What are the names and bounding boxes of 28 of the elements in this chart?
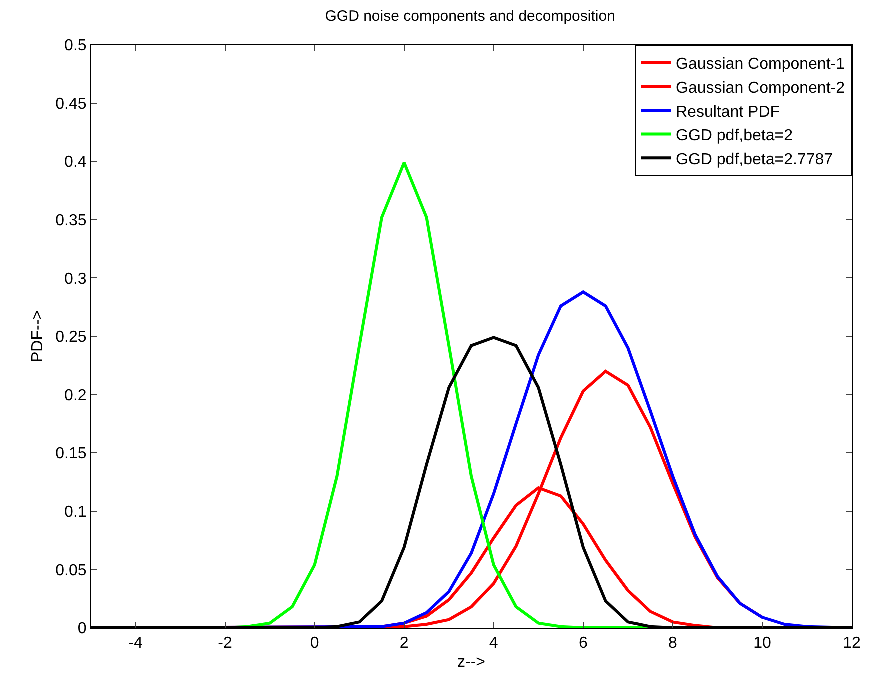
x-tick-label: 10 <box>754 635 772 652</box>
y-tick-label: 0 <box>78 620 87 638</box>
x-tick-label: 6 <box>578 635 588 652</box>
legend-label: Gaussian Component-1 <box>676 56 846 74</box>
x-tick-label: 8 <box>668 635 678 652</box>
y-tick-label: 0.05 <box>56 562 87 580</box>
y-tick-label: 0.5 <box>64 38 87 55</box>
y-tick-label: 0.2 <box>64 387 87 404</box>
x-tick-label: -4 <box>128 635 143 652</box>
legend-label: Gaussian Component-2 <box>676 80 846 97</box>
y-tick-label: 0.3 <box>64 270 87 288</box>
y-tick-label: 0.4 <box>64 154 87 172</box>
y-tick-label: 0.1 <box>64 504 87 521</box>
legend-label: GGD pdf,beta=2.7787 <box>676 151 834 168</box>
y-axis-title: PDF--> <box>30 310 47 362</box>
x-axis-title: z--> <box>458 654 486 671</box>
y-tick-label: 0.25 <box>56 329 87 346</box>
chart-title: GGD noise components and decomposition <box>325 8 616 25</box>
y-tick-label: 0.45 <box>56 96 87 113</box>
y-tick-label: 0.15 <box>56 446 87 463</box>
x-tick-label: 0 <box>310 635 320 652</box>
x-tick-label: -2 <box>218 635 232 652</box>
y-tick-label: 0.35 <box>56 212 87 230</box>
legend-label: Resultant PDF <box>676 104 780 121</box>
x-tick-label: 12 <box>843 635 861 652</box>
legend-label: GGD pdf,beta=2 <box>676 128 794 145</box>
x-tick-label: 2 <box>400 635 409 652</box>
x-tick-label: 4 <box>489 635 498 652</box>
